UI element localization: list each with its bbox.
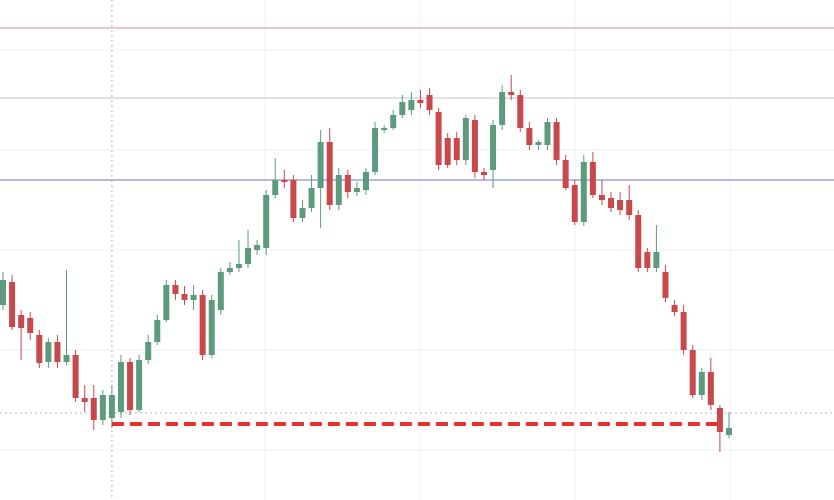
candle-body (544, 122, 551, 145)
candle-body (36, 335, 43, 363)
candle-body (154, 320, 161, 342)
candle-body (172, 285, 179, 294)
candle-body (326, 142, 333, 205)
candle-body (254, 245, 261, 250)
candle-body (199, 295, 206, 355)
candle-body (408, 100, 415, 110)
candle-body (335, 175, 342, 205)
candle-body (72, 355, 79, 398)
candle-body (145, 342, 152, 360)
candle-body (517, 95, 524, 128)
candle-body (508, 92, 515, 95)
candle-body (462, 118, 469, 160)
candle-body (390, 115, 397, 128)
candle-body (272, 180, 279, 195)
candle-body (435, 112, 442, 165)
candle-body (589, 162, 596, 195)
candle-body (208, 300, 215, 355)
candle-body (480, 172, 487, 175)
candle-body (81, 398, 88, 402)
candle-body (290, 180, 297, 218)
candle-body (471, 120, 478, 172)
candle-body (54, 342, 61, 362)
candle-body (662, 272, 669, 298)
candle-body (299, 208, 306, 218)
candle-body (136, 360, 143, 410)
candle-body (680, 312, 687, 350)
candle-body (108, 395, 115, 418)
candle-body (344, 175, 351, 192)
candle-body (117, 362, 124, 412)
candle-body (499, 92, 506, 125)
candle-body (444, 138, 451, 165)
candle-body (453, 138, 460, 160)
candle-body (562, 160, 569, 188)
candle-body (526, 128, 533, 145)
candle-body (317, 142, 324, 188)
candle-body (181, 294, 188, 300)
candle-body (190, 295, 197, 300)
candle-body (245, 248, 252, 264)
candle-body (535, 142, 542, 145)
candle-body (281, 180, 288, 182)
candle-body (372, 128, 379, 172)
candle-body (490, 125, 497, 170)
candle-body (0, 280, 6, 305)
candle-body (399, 102, 406, 115)
candle-body (381, 128, 388, 130)
candle-body (217, 272, 224, 310)
candle-body (263, 195, 270, 248)
candle-body (653, 252, 660, 268)
candle-body (598, 195, 605, 200)
candle-body (426, 95, 433, 110)
candle-body (18, 315, 25, 328)
candle-body (707, 372, 714, 405)
candle-body (308, 188, 315, 208)
candle-body (608, 198, 615, 208)
candle-body (671, 305, 678, 312)
candle-body (635, 215, 642, 268)
candle-body (235, 264, 242, 268)
candle-body (698, 372, 705, 395)
candle-body (226, 268, 233, 272)
candle-body (726, 428, 732, 435)
candle-body (626, 200, 633, 215)
candle-body (163, 285, 170, 320)
candle-body (63, 355, 70, 362)
candle-body (580, 162, 587, 222)
candle-body (9, 282, 16, 327)
candle-body (45, 342, 52, 362)
candle-body (127, 362, 134, 410)
candle-body (689, 350, 696, 395)
candle-body (571, 185, 578, 222)
candle-body (363, 172, 369, 190)
candle-body (716, 408, 723, 432)
candle-body (353, 188, 360, 192)
candle-body (617, 200, 624, 210)
candle-body (553, 122, 560, 160)
candle-body (27, 318, 34, 333)
candle-body (90, 398, 97, 420)
candle-body (99, 395, 106, 420)
candle-body (644, 252, 651, 268)
candle-body (417, 100, 424, 103)
